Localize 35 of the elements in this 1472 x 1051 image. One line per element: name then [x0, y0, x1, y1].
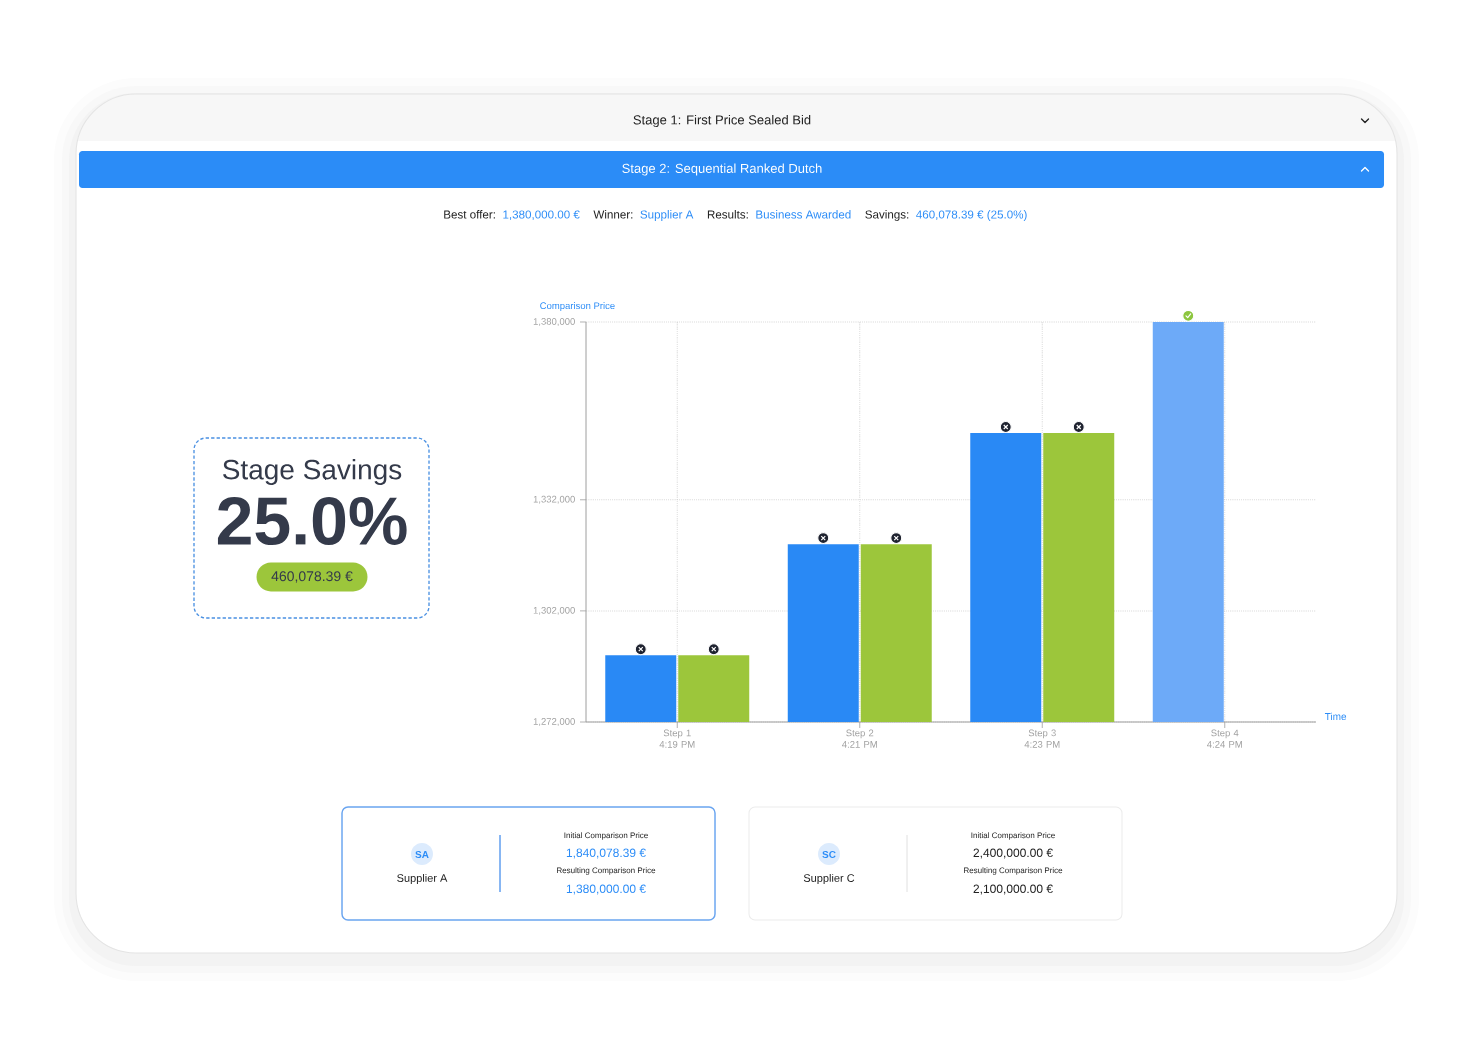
text: 2,400,000.00 €: [973, 848, 1053, 859]
text: Supplier A: [397, 873, 448, 885]
text: SA: [415, 850, 429, 859]
text: Stage Savings: [223, 458, 402, 486]
y-tick-label: 1,302,000: [533, 606, 575, 615]
text: 1,380,000.00 €: [503, 210, 580, 220]
text: Supplier A: [640, 210, 694, 221]
x-tick-label: Step 3 4:23 PM: [1024, 729, 1060, 748]
y-axis-title: Comparison Price: [540, 302, 615, 311]
text: 1,380,000.00 €: [566, 884, 646, 895]
text: Stage 2: Sequential Ranked Dutch: [622, 163, 822, 176]
text: Business Awarded: [756, 210, 851, 219]
text: Initial Comparison Price: [564, 832, 648, 840]
text: Resulting Comparison Price: [964, 867, 1063, 875]
text: Winner:: [593, 210, 633, 219]
text: Results:: [707, 210, 748, 219]
y-tick-label: 1,332,000: [533, 495, 575, 504]
x-tick-label: Step 4 4:24 PM: [1207, 729, 1242, 748]
x-axis-title: Time: [1324, 712, 1347, 721]
text: Supplier C: [803, 873, 855, 885]
text: Savings:: [865, 210, 909, 221]
text: 1,840,078.39 €: [566, 848, 646, 859]
text: Initial Comparison Price: [971, 832, 1055, 840]
y-tick-label: 1,272,000: [533, 718, 575, 726]
y-tick-label: 1,380,000: [533, 318, 575, 326]
text: 25.0%: [217, 496, 407, 546]
text: SC: [822, 850, 836, 859]
text: Resulting Comparison Price: [557, 867, 656, 875]
text: Stage 1: First Price Sealed Bid: [633, 114, 811, 128]
text: 460,078.39 € (25.0%): [916, 210, 1027, 221]
text: Best offer:: [444, 210, 495, 219]
text: 460,078.39 €: [271, 571, 353, 583]
text: 2,100,000.00 €: [973, 884, 1053, 895]
x-tick-label: Step 1 4:19 PM: [659, 729, 695, 748]
x-tick-label: Step 2 4:21 PM: [842, 729, 877, 748]
